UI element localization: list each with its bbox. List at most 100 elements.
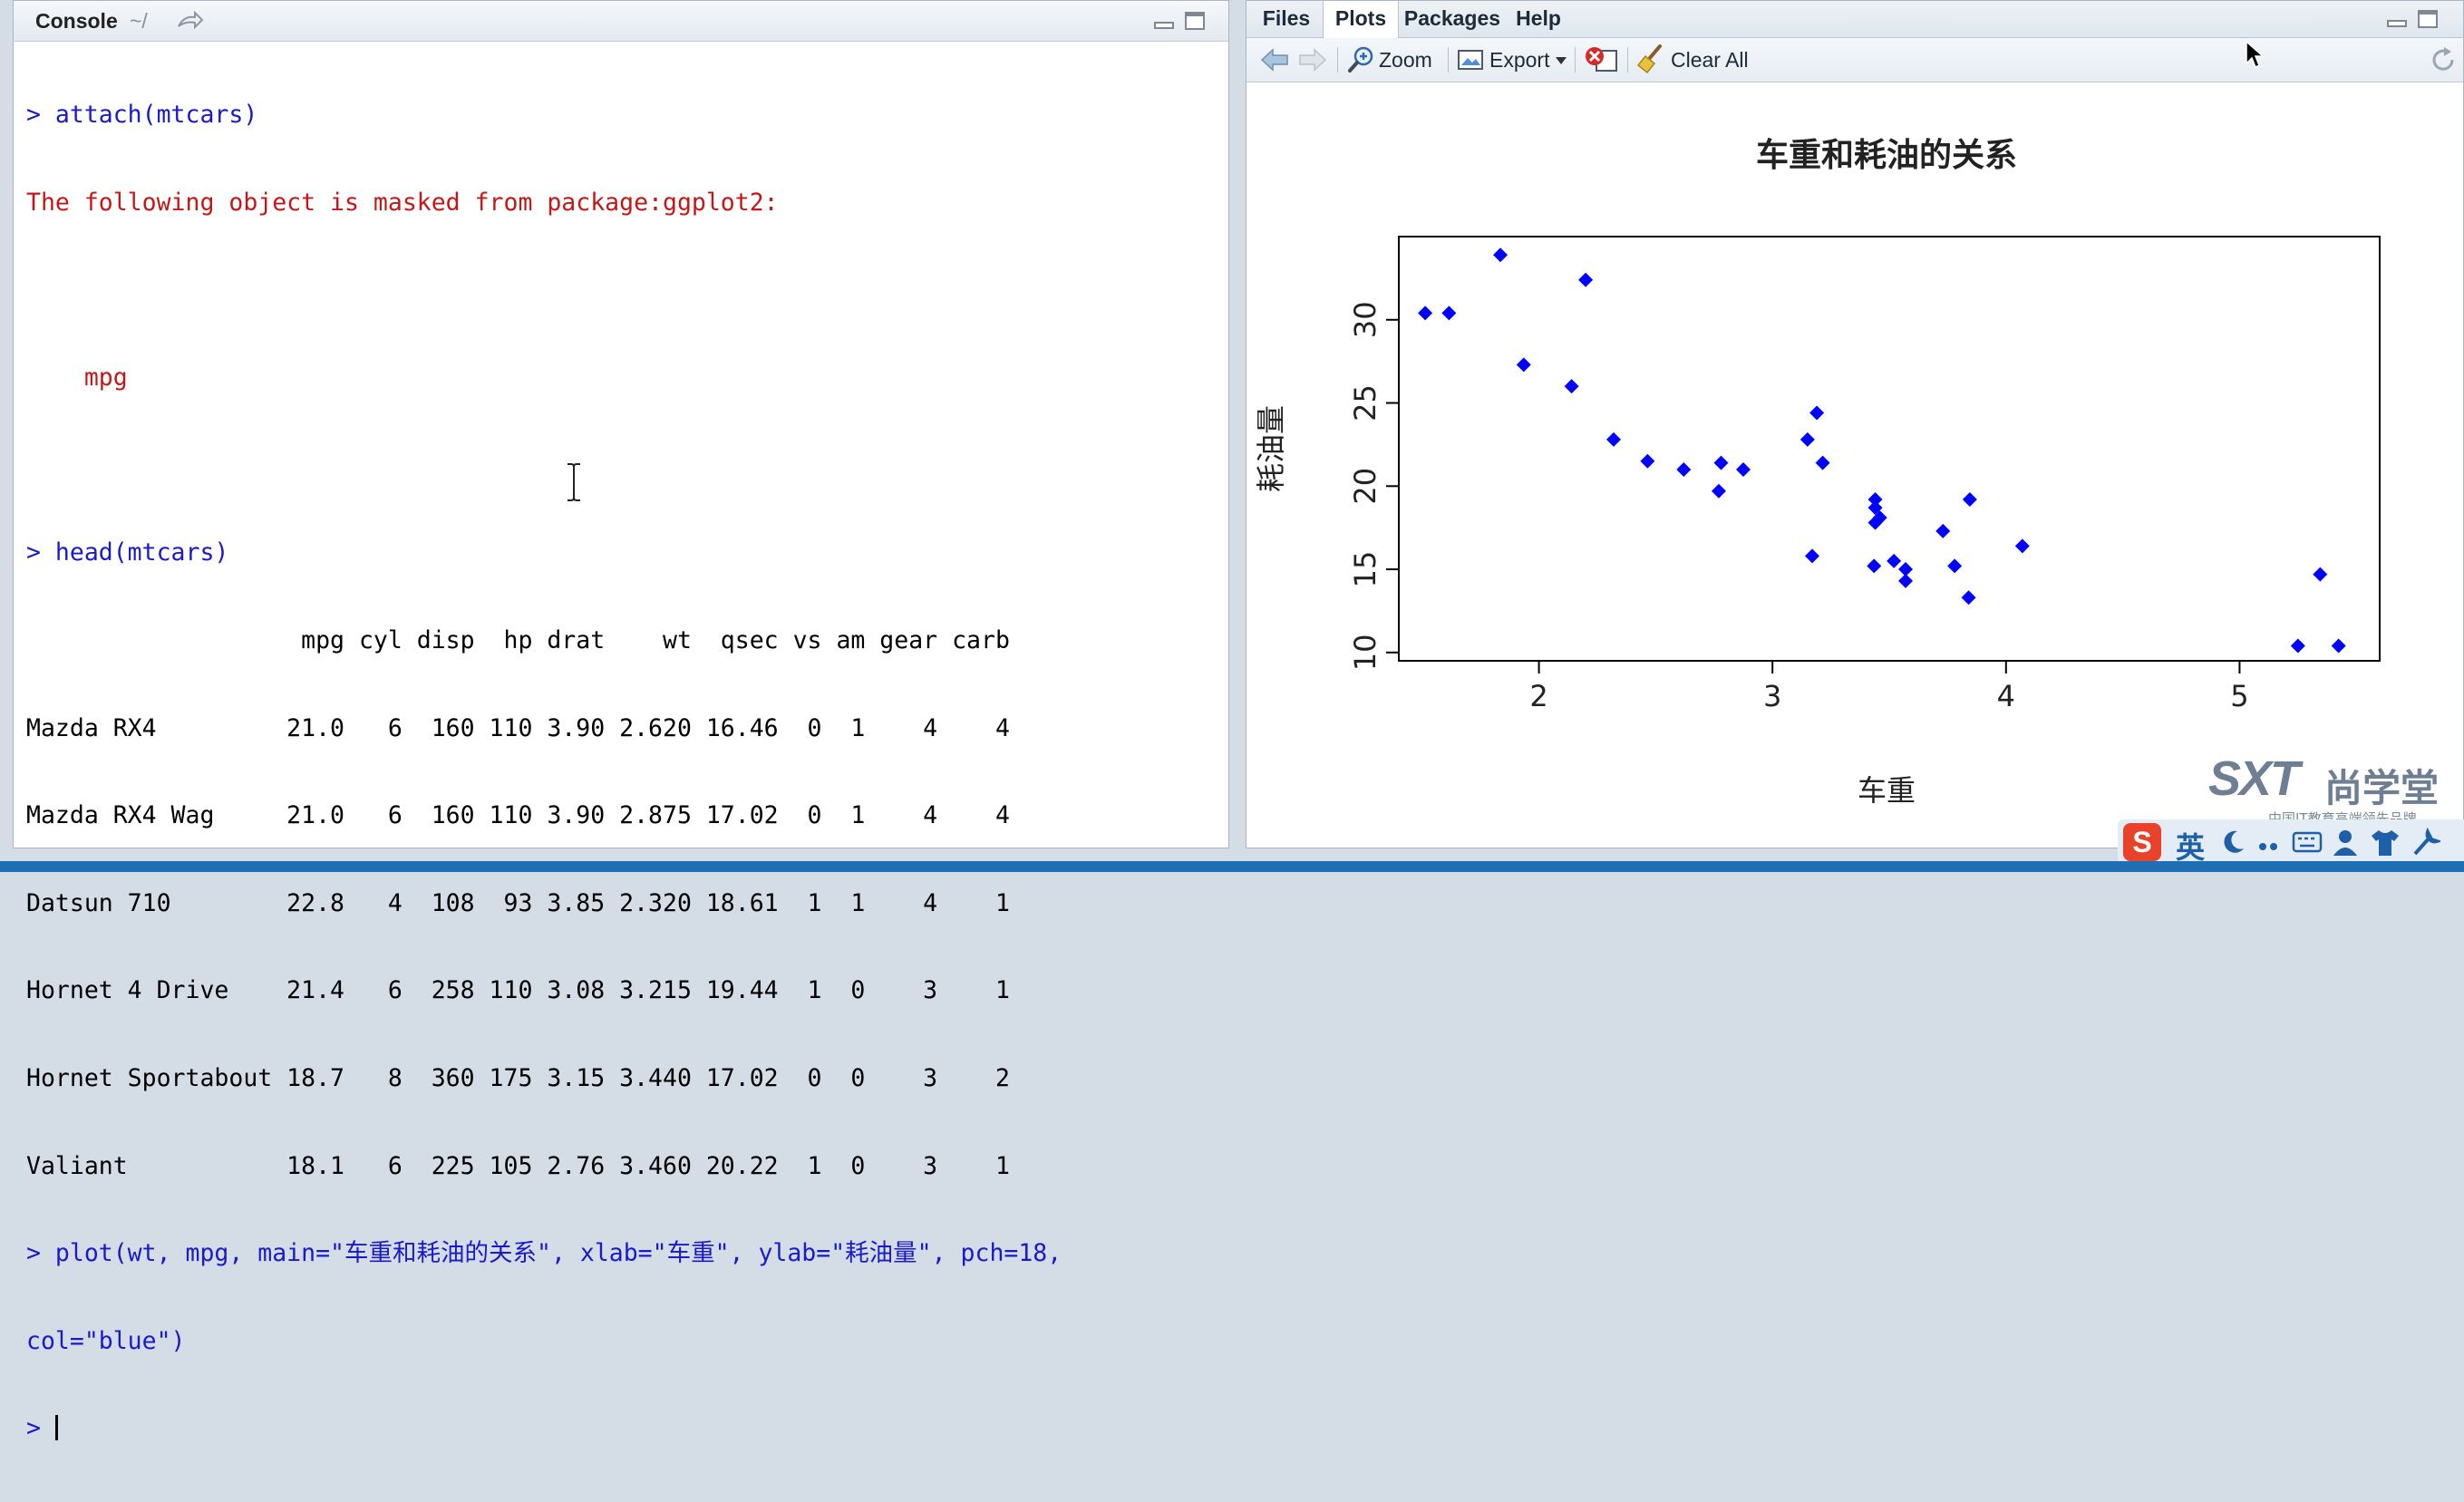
console-line: Hornet Sportabout 18.7 8 360 175 3.15 3.… [26, 1063, 1010, 1092]
x-axis: 2 3 4 5 [1529, 661, 2249, 713]
x-tick-label: 2 [1529, 679, 1547, 713]
scatter-plot: 车重和耗油的关系 车重 耗油量 2 3 4 5 10 15 20 25 30 [1254, 137, 2381, 808]
chart-title: 车重和耗油的关系 [1756, 137, 2017, 174]
punctuation-icon[interactable] [2254, 827, 2285, 858]
refresh-icon[interactable] [2429, 45, 2458, 74]
broom-icon[interactable] [1636, 44, 1667, 74]
minimize-icon[interactable] [2385, 8, 2409, 30]
export-icon[interactable] [1457, 47, 1486, 73]
data-point [1516, 357, 1531, 373]
plots-pane: Files Plots Packages Help Zoom Ex [1246, 0, 2464, 848]
remove-plot-icon[interactable] [1584, 45, 1620, 74]
toolbar-separator [1448, 47, 1449, 73]
tab-packages[interactable]: Packages [1403, 6, 1501, 30]
console-path: ~/ [130, 9, 148, 33]
ime-toolbar: S 英 [2118, 819, 2464, 865]
console-line [26, 451, 1219, 480]
data-point [1735, 461, 1751, 477]
ime-language[interactable]: 英 [2176, 830, 2206, 865]
data-point [1804, 548, 1819, 564]
console-line: Mazda RX4 Wag 21.0 6 160 110 3.90 2.875 … [26, 801, 1010, 830]
data-point [1962, 491, 1977, 507]
data-point [1867, 500, 1883, 516]
data-point [1606, 431, 1622, 447]
console-prompt: > [26, 1414, 55, 1443]
y-tick-label: 20 [1348, 468, 1382, 505]
console-line: > plot(wt, mpg, main="车重和耗油的关系", xlab="车… [26, 1239, 1062, 1268]
data-point [1961, 590, 1976, 606]
ime-logo[interactable]: S [2123, 823, 2161, 861]
dropdown-arrow-icon[interactable] [1555, 56, 1567, 65]
data-point [1564, 379, 1579, 394]
watermark-brand-cn: 尚学堂 [2324, 766, 2440, 810]
data-point [1713, 455, 1729, 470]
x-axis-label: 车重 [1858, 773, 1916, 808]
user-icon[interactable] [2330, 827, 2361, 858]
plot-viewer: 车重和耗油的关系 车重 耗油量 2 3 4 5 10 15 20 25 30 [1247, 82, 2463, 848]
console-line: Valiant 18.1 6 225 105 2.76 3.460 20.22 … [26, 1151, 1010, 1180]
go-to-directory-icon[interactable] [175, 8, 204, 34]
data-point [1493, 247, 1508, 263]
data-point [1418, 305, 1433, 321]
data-point [1809, 405, 1825, 421]
plot-frame [1398, 236, 2381, 662]
console-output[interactable]: > attach(mtcars) The following object is… [26, 43, 1219, 1442]
data-point [1799, 431, 1815, 447]
console-line: Datsun 710 22.8 4 108 93 3.85 2.320 18.6… [26, 888, 1010, 917]
text-caret [54, 1415, 58, 1441]
mouse-pointer-icon [2246, 40, 2265, 69]
data-point [2313, 567, 2328, 582]
console-line: > attach(mtcars) [26, 101, 258, 130]
data-point [1947, 558, 1963, 574]
data-point [1578, 272, 1594, 287]
y-tick-label: 10 [1348, 634, 1382, 671]
y-axis-label: 耗油量 [1254, 405, 1288, 492]
maximize-icon[interactable] [2416, 8, 2440, 30]
data-point [1935, 523, 1951, 538]
y-tick-label: 25 [1348, 384, 1382, 422]
console-prompt-line[interactable]: > [26, 1414, 1219, 1443]
taskbar-strip [0, 861, 2464, 872]
tab-files[interactable]: Files [1262, 6, 1311, 30]
data-point [1711, 483, 1726, 499]
forward-arrow-icon[interactable] [1297, 47, 1328, 73]
toolbar-separator [1575, 47, 1576, 73]
maximize-icon[interactable] [1183, 10, 1207, 32]
export-button[interactable]: Export [1489, 48, 1550, 72]
tools-icon[interactable] [2410, 827, 2440, 858]
console-pane: Console ~/ > attach(mtcars) The followin… [13, 0, 1229, 1442]
console-header: Console ~/ [14, 1, 1228, 42]
y-axis: 10 15 20 25 30 [1348, 301, 1399, 671]
console-line: > head(mtcars) [26, 538, 229, 567]
data-point [1898, 562, 1914, 577]
data-point [2331, 638, 2346, 654]
x-tick-label: 5 [2230, 679, 2248, 713]
data-point [1867, 491, 1883, 507]
pane-tab-bar: Files Plots Packages Help [1247, 1, 2463, 38]
zoom-button[interactable]: Zoom [1379, 48, 1432, 72]
console-line: The following object is masked from pack… [26, 189, 779, 217]
data-point [1867, 515, 1883, 530]
shirt-icon[interactable] [2370, 827, 2401, 858]
tab-plots[interactable]: Plots [1323, 1, 1399, 38]
minimize-icon[interactable] [1152, 10, 1176, 32]
watermark-brand: SXT [2208, 751, 2300, 806]
moon-icon[interactable] [2219, 829, 2246, 856]
data-point [1887, 553, 1902, 568]
data-point [1441, 305, 1457, 321]
tab-help[interactable]: Help [1516, 6, 1561, 30]
console-line: col="blue") [26, 1326, 186, 1355]
console-line: Hornet 4 Drive 21.4 6 258 110 3.08 3.215… [26, 976, 1010, 1005]
back-arrow-icon[interactable] [1259, 47, 1290, 73]
keyboard-icon[interactable] [2292, 829, 2323, 856]
console-line: mpg cyl disp hp drat wt qsec vs am gear … [26, 625, 1010, 654]
data-point [1867, 558, 1882, 574]
y-tick-label: 15 [1348, 551, 1382, 588]
console-line: mpg [26, 363, 128, 392]
x-tick-label: 4 [1997, 679, 2015, 713]
data-point [1676, 461, 1692, 477]
clear-all-button[interactable]: Clear All [1671, 48, 1749, 72]
console-title: Console [35, 9, 118, 33]
zoom-icon[interactable] [1346, 45, 1375, 74]
data-point [1898, 573, 1914, 588]
